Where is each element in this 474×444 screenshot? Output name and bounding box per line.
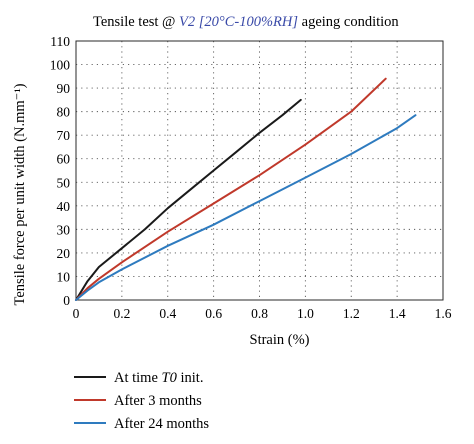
legend-label-3m: After 3 months [114, 393, 202, 409]
x-tick-label: 0.8 [251, 306, 268, 321]
y-tick-label: 50 [57, 175, 71, 190]
plot-area [75, 40, 444, 301]
y-tick-label: 100 [50, 58, 71, 73]
y-axis-label: Tensile force per unit width (N.mm⁻¹) [12, 83, 28, 305]
y-tick-label: 20 [57, 246, 71, 261]
x-tick-label: 1.4 [389, 306, 406, 321]
x-tick-label: 0.6 [205, 306, 222, 321]
legend-t0-suffix: init. [177, 370, 204, 386]
legend-t0-italic: T0 [162, 370, 178, 386]
series-line-1 [75, 77, 387, 301]
x-tick-label: 1.0 [297, 306, 314, 321]
grid [76, 41, 443, 300]
x-tick-label: 0 [73, 306, 80, 321]
y-tick-label: 30 [57, 222, 71, 237]
x-tick-label: 1.2 [343, 306, 360, 321]
legend: At time T0 init. After 3 months After 24… [74, 370, 209, 432]
y-tick-label: 90 [57, 81, 71, 96]
title-highlight: V2 [20°C-100%RH] [179, 14, 298, 30]
y-tick-label: 10 [57, 269, 71, 284]
y-tick-label: 70 [57, 128, 71, 143]
title-suffix: ageing condition [298, 14, 399, 30]
x-tick-label: 0.2 [113, 306, 130, 321]
axis-ticks: 0 0.2 0.4 0.6 0.8 1.0 1.2 1.4 1.6 0 10 20 30 40 50 60 70… [50, 34, 452, 321]
series-line-2 [75, 114, 417, 301]
chart-title: Tensile test @ V2 [20°C-100%RH] ageing c… [93, 14, 399, 30]
y-tick-label: 0 [63, 293, 70, 308]
legend-label-24m: After 24 months [114, 416, 209, 432]
legend-label-t0: At time T0 init. [114, 370, 203, 386]
y-tick-label: 80 [57, 105, 71, 120]
y-tick-label: 110 [50, 34, 70, 49]
y-tick-label: 60 [57, 152, 71, 167]
series-line-0 [75, 98, 302, 301]
x-tick-label: 0.4 [159, 306, 176, 321]
x-axis-label: Strain (%) [250, 332, 310, 348]
x-tick-label: 1.6 [435, 306, 452, 321]
legend-t0-prefix: At time [114, 370, 162, 386]
title-prefix: Tensile test @ [93, 14, 179, 30]
series-lines [75, 77, 417, 301]
y-tick-label: 40 [57, 199, 71, 214]
